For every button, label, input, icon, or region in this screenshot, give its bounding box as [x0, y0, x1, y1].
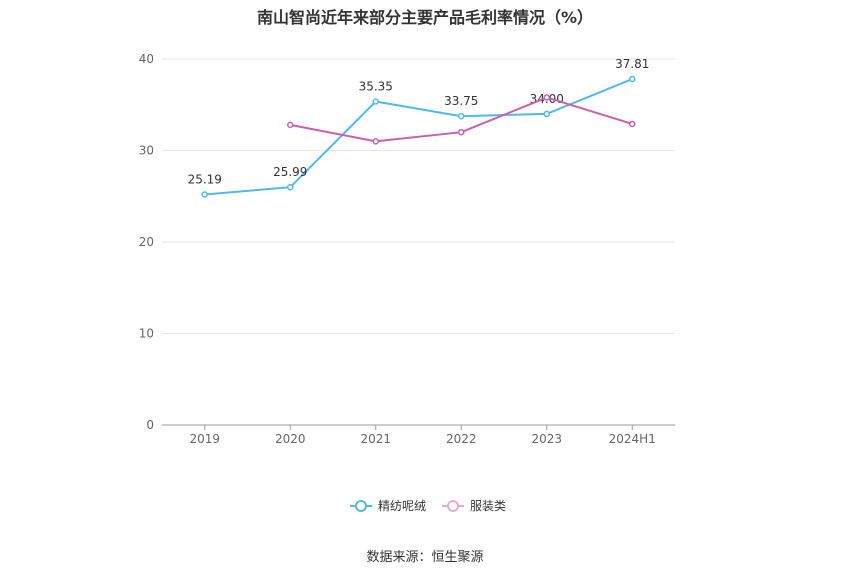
data-point	[372, 98, 379, 105]
x-tick-label: 2021	[360, 432, 391, 446]
data-label: 25.19	[188, 173, 222, 187]
legend-marker	[447, 500, 459, 512]
data-label: 37.81	[615, 57, 649, 71]
data-point	[629, 75, 636, 83]
data-label: 33.75	[444, 94, 478, 108]
data-label: 25.99	[273, 165, 307, 179]
x-tick-label: 2023	[531, 432, 562, 446]
y-tick-label: 0	[146, 418, 154, 432]
data-point	[543, 94, 550, 101]
chart-title: 南山智尚近年来部分主要产品毛利率情况（%）	[256, 8, 594, 27]
x-tick-label: 2022	[446, 432, 477, 446]
legend-marker	[355, 500, 367, 512]
legend-label: 精纺呢绒	[378, 499, 426, 513]
data-point	[458, 128, 465, 136]
y-tick-label: 30	[139, 144, 154, 158]
x-tick-label: 2019	[189, 432, 220, 446]
y-tick-label: 10	[139, 327, 154, 341]
data-point	[458, 112, 465, 120]
data-point	[543, 110, 550, 118]
data-point	[287, 183, 294, 191]
x-tick-label: 2020	[275, 432, 306, 446]
data-label: 35.35	[359, 80, 393, 94]
series-line-0	[204, 78, 633, 196]
y-tick-label: 20	[139, 235, 154, 249]
data-point	[287, 121, 294, 129]
data-point	[372, 138, 379, 145]
x-tick-label: 2024H1	[609, 432, 656, 446]
data-point	[629, 120, 636, 128]
data-point	[201, 191, 208, 198]
y-tick-label: 40	[139, 52, 154, 66]
data-source: 数据来源：恒生聚源	[366, 550, 484, 565]
legend-label: 服装类	[470, 499, 506, 513]
